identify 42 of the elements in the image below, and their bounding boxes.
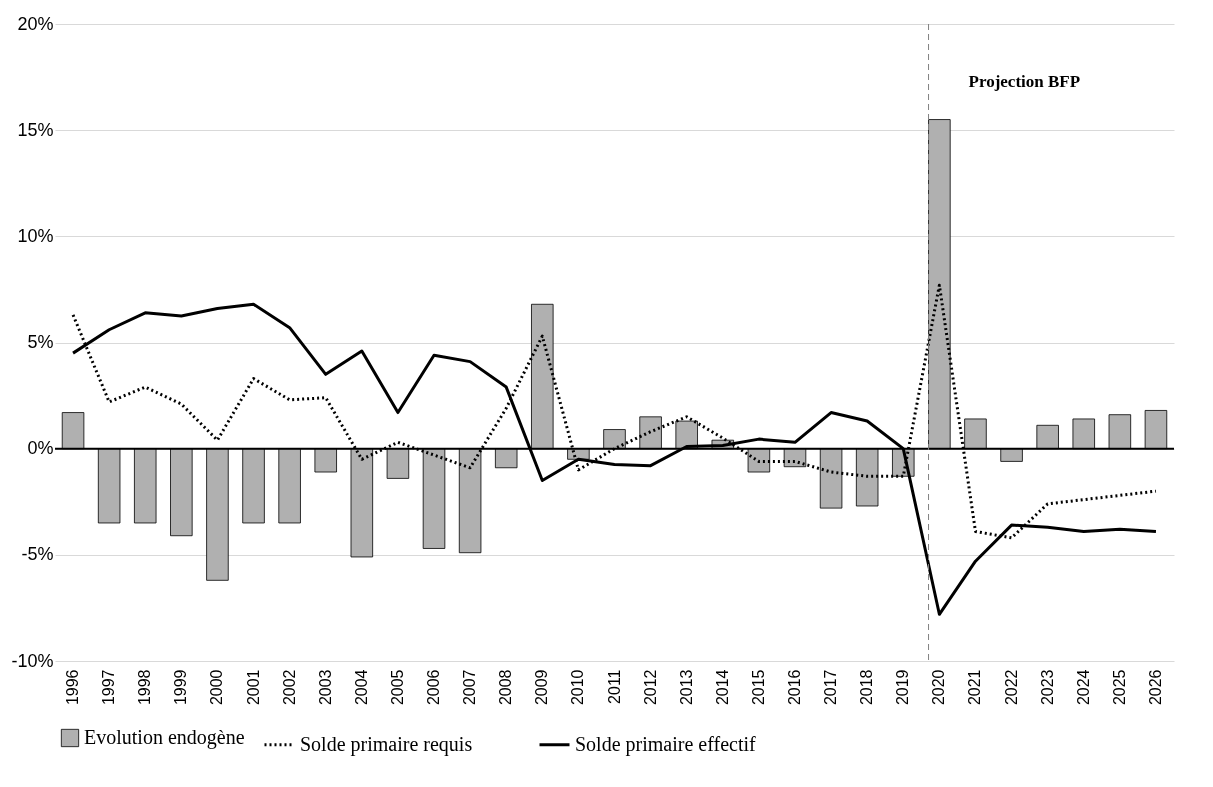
x-tick-label: 2024: [1074, 669, 1092, 706]
x-tick-label: 2004: [352, 669, 370, 706]
y-tick-label: 10%: [17, 225, 54, 246]
y-tick-label: 0%: [27, 438, 54, 459]
y-tick-label: -5%: [21, 544, 54, 565]
y-tick-label: 5%: [27, 332, 54, 352]
y-tick-label: -10%: [11, 650, 54, 671]
x-tick-label: 2003: [316, 669, 334, 706]
x-tick-label: 2005: [388, 669, 406, 706]
y-tick-label: 20%: [17, 13, 54, 34]
y-tick-label: 15%: [17, 119, 54, 140]
x-tick-label: 2009: [533, 669, 551, 706]
x-tick-label: 2021: [966, 669, 984, 706]
x-tick-label: 2008: [497, 669, 515, 706]
x-tick-label: 1996: [64, 669, 82, 706]
x-tick-label: 2000: [208, 669, 226, 706]
x-tick-label: 2007: [461, 669, 479, 706]
legend-label: Solde primaire requis: [300, 732, 473, 756]
x-tick-label: 2023: [1038, 669, 1056, 706]
x-tick-label: 1998: [136, 669, 154, 706]
x-tick-label: 2010: [569, 669, 587, 706]
x-tick-label: 1997: [100, 669, 118, 706]
x-tick-label: 2020: [930, 669, 948, 706]
x-tick-label: 2022: [1002, 669, 1020, 706]
x-tick-label: 2013: [677, 669, 695, 706]
x-tick-label: 2006: [425, 669, 443, 706]
x-tick-label: 2012: [641, 669, 659, 706]
legend-label: Solde primaire effectif: [575, 732, 756, 756]
x-tick-label: 2026: [1146, 669, 1164, 706]
legend-label: Evolution endogène: [84, 726, 245, 749]
x-tick-label: 2014: [713, 669, 731, 706]
x-tick-label: 1999: [172, 669, 190, 706]
ref-line-label: Projection BFP: [968, 72, 1081, 91]
x-tick-label: 2019: [894, 669, 912, 706]
x-tick-label: 2017: [822, 669, 840, 706]
x-tick-label: 2011: [605, 669, 623, 704]
x-tick-label: 2018: [858, 669, 876, 706]
x-tick-label: 2002: [280, 669, 298, 706]
x-tick-label: 2016: [785, 669, 803, 706]
x-tick-label: 2025: [1110, 669, 1128, 706]
x-tick-label: 2001: [244, 669, 262, 706]
x-tick-label: 2015: [749, 669, 767, 706]
